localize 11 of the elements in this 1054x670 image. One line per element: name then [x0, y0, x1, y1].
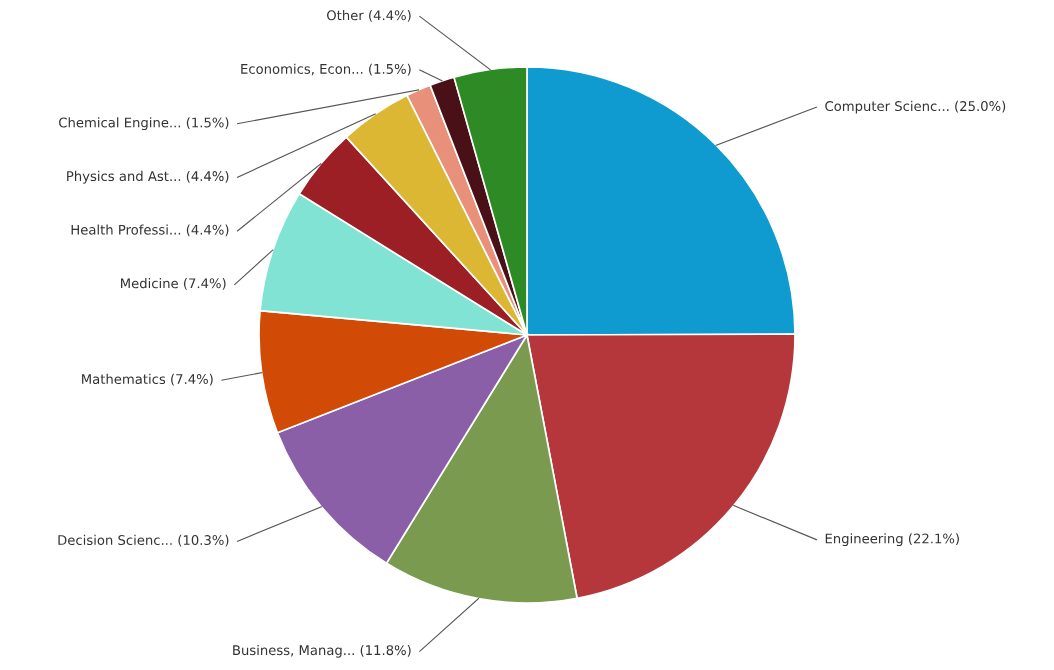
- slice-label: Engineering (22.1%): [825, 533, 959, 547]
- slice-label: Economics, Econ... (1.5%): [241, 63, 411, 76]
- slice-label: Decision Scienc... (10.3%): [58, 534, 229, 547]
- slice-label: Other (4.4%): [327, 10, 411, 22]
- slice-label: Medicine (7.4%): [121, 278, 226, 290]
- slice-label: Computer Scienc... (25.0%): [825, 100, 1006, 114]
- slice-label: Physics and Ast... (4.4%): [67, 170, 229, 184]
- slice-label: Business, Manag... (11.8%): [233, 644, 411, 658]
- slice-label: Mathematics (7.4%): [82, 373, 213, 386]
- slice-label: Chemical Engine... (1.5%): [59, 117, 229, 131]
- slice-label: Health Professi... (4.4%): [71, 224, 229, 237]
